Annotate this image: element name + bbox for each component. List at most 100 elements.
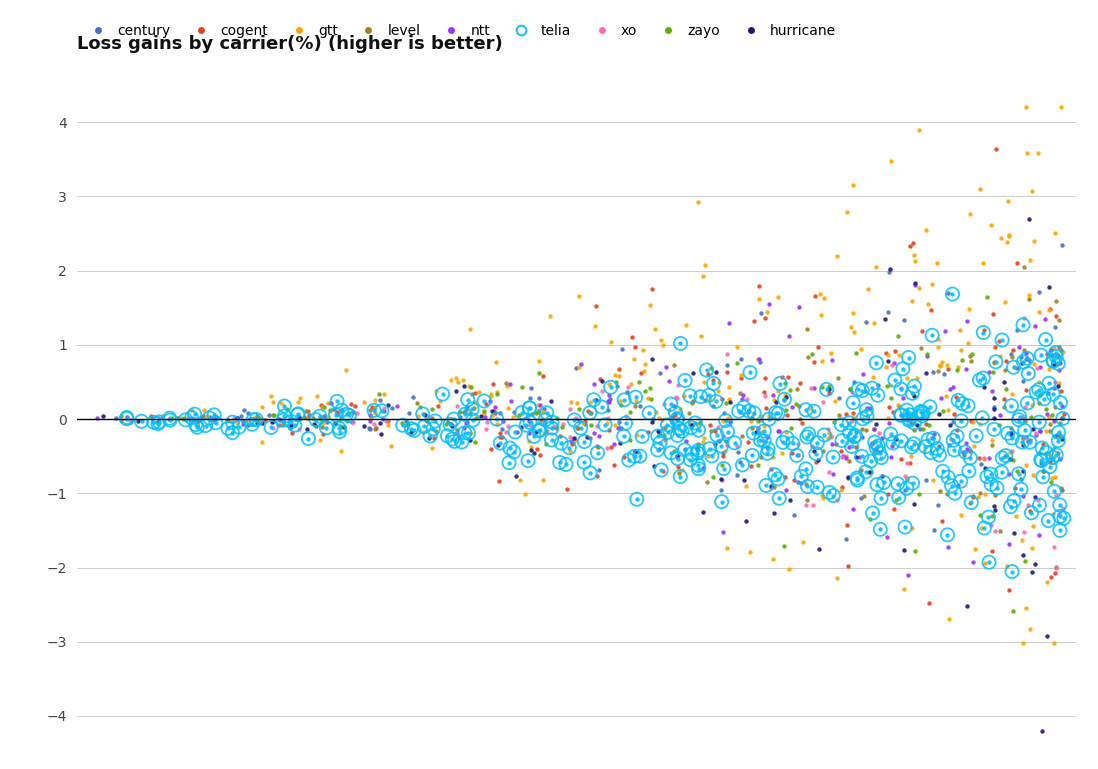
Point	[285, 419, 303, 431]
Point	[451, 411, 469, 423]
Point	[728, 341, 746, 353]
Point	[785, 509, 803, 521]
Point	[593, 401, 610, 413]
Point	[1015, 318, 1032, 331]
Point	[1051, 499, 1068, 511]
Point	[714, 393, 731, 405]
Point	[741, 546, 759, 558]
Point	[189, 421, 206, 434]
Point	[997, 450, 1015, 462]
Point	[330, 425, 348, 438]
Point	[791, 301, 808, 313]
Point	[728, 440, 746, 452]
Point	[717, 414, 735, 427]
Point	[867, 441, 885, 454]
Point	[1008, 362, 1026, 375]
Point	[800, 428, 818, 440]
Point	[715, 462, 732, 474]
Point	[715, 526, 732, 538]
Point	[531, 424, 549, 436]
Point	[750, 421, 768, 434]
Point	[245, 412, 262, 424]
Point	[363, 401, 381, 414]
Point	[602, 381, 619, 394]
Point	[531, 414, 549, 426]
Point	[1004, 444, 1021, 457]
Point	[627, 391, 645, 403]
Point	[865, 423, 883, 435]
Point	[652, 464, 670, 476]
Point	[1015, 356, 1032, 368]
Point	[1022, 507, 1040, 519]
Point	[742, 414, 760, 427]
Point	[946, 487, 964, 499]
Point	[684, 367, 702, 379]
Point	[840, 417, 858, 429]
Point	[582, 419, 600, 431]
Point	[374, 402, 392, 414]
Point	[839, 472, 856, 484]
Point	[262, 389, 280, 401]
Point	[1050, 358, 1067, 370]
Point	[1020, 289, 1038, 301]
Point	[814, 489, 831, 501]
Point	[519, 454, 537, 467]
Point	[600, 411, 617, 424]
Point	[276, 410, 293, 422]
Point	[311, 410, 328, 422]
Point	[615, 430, 632, 442]
Point	[682, 454, 699, 466]
Point	[771, 424, 788, 437]
Point	[491, 474, 508, 487]
Point	[999, 427, 1017, 439]
Point	[843, 386, 861, 398]
Point	[898, 482, 916, 494]
Point	[520, 418, 538, 431]
Point	[189, 421, 206, 434]
Point	[939, 528, 956, 541]
Point	[718, 366, 736, 378]
Point	[841, 383, 859, 395]
Point	[511, 474, 528, 486]
Point	[676, 443, 694, 455]
Point	[513, 381, 530, 393]
Point	[994, 334, 1011, 346]
Point	[1034, 471, 1052, 483]
Point	[1027, 320, 1044, 332]
Point	[669, 452, 686, 464]
Point	[738, 393, 755, 405]
Point	[939, 363, 956, 375]
Point	[776, 377, 794, 389]
Point	[1055, 408, 1073, 421]
Point	[183, 411, 201, 424]
Point	[854, 431, 872, 443]
Point	[906, 277, 923, 289]
Point	[705, 378, 722, 390]
Point	[735, 401, 752, 414]
Point	[903, 441, 920, 453]
Point	[424, 403, 441, 415]
Point	[478, 398, 495, 410]
Point	[900, 414, 918, 427]
Point	[866, 444, 884, 457]
Point	[590, 441, 607, 453]
Point	[602, 441, 619, 453]
Point	[929, 257, 946, 269]
Point	[939, 528, 956, 541]
Point	[659, 418, 676, 431]
Point	[382, 440, 400, 452]
Point	[695, 375, 713, 388]
Point	[262, 421, 280, 434]
Point	[565, 414, 583, 426]
Point	[728, 358, 746, 370]
Point	[906, 380, 923, 392]
Point	[317, 421, 335, 434]
Point	[1004, 604, 1021, 617]
Point	[669, 452, 686, 464]
Point	[879, 348, 897, 361]
Point	[1002, 400, 1020, 412]
Point	[753, 425, 771, 438]
Point	[617, 417, 635, 429]
Point	[811, 288, 829, 300]
Point	[451, 406, 469, 418]
